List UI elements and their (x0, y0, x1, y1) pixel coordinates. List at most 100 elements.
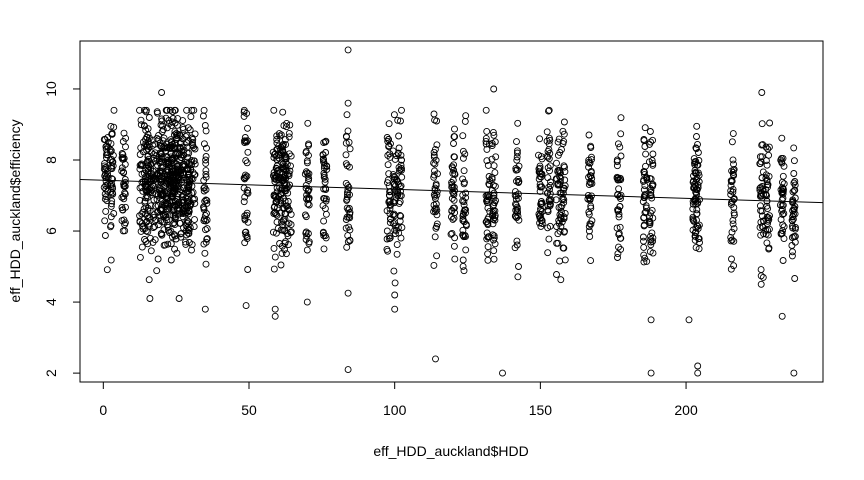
data-point (397, 234, 405, 242)
data-point (649, 136, 657, 144)
data-point (513, 205, 521, 213)
data-point (276, 132, 284, 140)
data-point (152, 202, 159, 210)
data-point (106, 145, 114, 153)
data-point (617, 130, 625, 138)
data-point (202, 260, 210, 268)
data-point (279, 141, 286, 149)
data-point (692, 158, 700, 165)
data-point (303, 157, 311, 165)
data-point (242, 174, 250, 181)
data-point (647, 188, 655, 196)
data-point (178, 229, 185, 237)
data-point (202, 170, 210, 178)
data-point (727, 265, 735, 273)
data-point (535, 168, 543, 176)
data-point (451, 255, 459, 263)
data-point (778, 189, 786, 197)
data-point (459, 262, 467, 270)
data-point (695, 171, 703, 179)
data-point (319, 229, 327, 237)
data-point (617, 234, 625, 242)
data-point (779, 201, 787, 209)
data-point (459, 147, 467, 155)
data-point (144, 131, 152, 138)
data-point (483, 218, 491, 226)
data-point (107, 188, 115, 196)
data-point (615, 243, 622, 251)
data-point (490, 131, 498, 139)
data-point (304, 200, 312, 208)
data-point (492, 153, 500, 161)
data-point (450, 140, 457, 147)
data-point (545, 107, 552, 115)
data-point (779, 257, 787, 264)
data-point (546, 162, 554, 170)
data-point (203, 216, 211, 224)
data-point (188, 241, 196, 249)
data-point (789, 188, 797, 196)
data-point (538, 200, 545, 207)
data-point (118, 167, 126, 175)
data-point (398, 224, 406, 231)
data-point (342, 132, 350, 140)
data-point (191, 216, 198, 224)
data-point (203, 210, 210, 217)
data-point (692, 244, 700, 252)
data-point (202, 173, 210, 181)
data-point (729, 171, 737, 178)
data-point (151, 217, 159, 225)
data-point (758, 153, 766, 161)
data-point (389, 147, 397, 155)
data-point (101, 170, 109, 178)
data-point (757, 272, 765, 280)
data-point (430, 173, 438, 181)
data-point (283, 220, 291, 228)
data-point (546, 167, 553, 175)
data-point (695, 157, 703, 164)
data-point (155, 131, 162, 139)
data-point (200, 106, 208, 114)
data-point (764, 183, 771, 191)
data-point (499, 369, 506, 377)
data-point (484, 250, 492, 258)
data-point (142, 203, 150, 211)
data-point (646, 221, 654, 228)
data-point (322, 234, 330, 242)
data-point (645, 158, 653, 166)
data-point (432, 180, 440, 188)
data-point (459, 132, 467, 140)
data-point (144, 194, 152, 202)
data-point (391, 305, 399, 313)
data-point (791, 232, 799, 240)
data-point (556, 257, 564, 265)
data-point (270, 106, 278, 114)
data-point (431, 160, 439, 168)
data-point (762, 157, 770, 165)
data-point (557, 204, 565, 211)
data-point (156, 167, 164, 175)
data-point (153, 267, 161, 275)
data-point (283, 230, 291, 237)
data-point (512, 195, 520, 203)
data-point (513, 147, 521, 155)
data-point (305, 201, 313, 209)
data-point (490, 207, 498, 215)
data-point (243, 233, 251, 240)
data-point (615, 185, 623, 193)
data-point (617, 191, 625, 199)
data-point (149, 181, 157, 189)
data-point (342, 216, 350, 223)
data-point (640, 136, 648, 143)
y-tick-label: 10 (43, 81, 59, 97)
data-point (320, 217, 328, 225)
data-point (765, 143, 773, 151)
data-point (763, 176, 771, 184)
data-point (778, 229, 786, 237)
data-point (484, 243, 492, 251)
data-point (384, 161, 392, 169)
data-point (777, 156, 785, 164)
data-point (790, 170, 798, 177)
data-point (107, 256, 115, 264)
